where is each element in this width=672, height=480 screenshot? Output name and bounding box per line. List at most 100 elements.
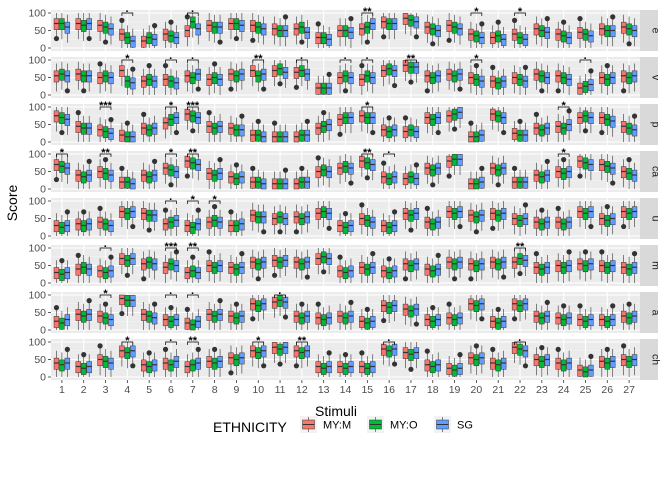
box-body bbox=[588, 206, 594, 219]
outlier-point bbox=[517, 270, 523, 277]
box bbox=[517, 169, 523, 189]
box-body bbox=[59, 68, 65, 81]
box bbox=[391, 342, 398, 367]
box-body bbox=[560, 122, 567, 135]
box bbox=[321, 25, 327, 48]
y-tick-label: 100 bbox=[28, 196, 46, 208]
box bbox=[315, 115, 321, 142]
outlier-point bbox=[468, 120, 474, 126]
box bbox=[500, 201, 507, 229]
box-body bbox=[473, 260, 480, 273]
box-body bbox=[250, 176, 256, 189]
box-body bbox=[184, 361, 191, 374]
box-body bbox=[124, 208, 131, 220]
box bbox=[228, 61, 234, 92]
x-axis-title: Stimuli bbox=[315, 403, 357, 419]
box-body bbox=[261, 298, 267, 311]
box-body bbox=[304, 176, 311, 189]
box bbox=[386, 342, 392, 367]
box bbox=[380, 213, 387, 236]
box-body bbox=[102, 356, 109, 368]
box-body bbox=[97, 354, 103, 367]
box bbox=[75, 252, 81, 283]
box bbox=[511, 249, 518, 278]
box bbox=[102, 211, 109, 236]
box bbox=[184, 14, 191, 47]
box bbox=[413, 60, 420, 83]
outlier-point bbox=[255, 118, 261, 124]
outlier-point bbox=[501, 129, 507, 136]
y-tick-label: 50 bbox=[34, 213, 46, 225]
significance-label: * bbox=[212, 194, 217, 206]
box bbox=[130, 66, 136, 95]
y-tick-label: 0 bbox=[40, 184, 46, 196]
box bbox=[348, 299, 354, 330]
legend-label: SG bbox=[457, 420, 473, 432]
box bbox=[255, 118, 261, 142]
box bbox=[588, 353, 594, 377]
box bbox=[560, 211, 567, 236]
box bbox=[626, 301, 632, 330]
box bbox=[490, 25, 496, 48]
x-tick-label: 5 bbox=[146, 384, 152, 396]
box bbox=[130, 295, 136, 316]
box-body bbox=[413, 258, 420, 271]
outlier-point bbox=[195, 346, 201, 352]
box bbox=[173, 249, 180, 282]
box-body bbox=[446, 155, 452, 168]
box bbox=[364, 107, 370, 134]
box bbox=[195, 154, 201, 181]
box-body bbox=[337, 25, 343, 38]
outlier-point bbox=[299, 165, 305, 171]
box bbox=[370, 251, 376, 283]
box bbox=[168, 305, 174, 330]
box bbox=[315, 301, 321, 330]
box-body bbox=[250, 345, 256, 358]
box bbox=[555, 305, 561, 330]
box bbox=[468, 171, 474, 190]
box bbox=[359, 350, 365, 377]
box bbox=[386, 295, 392, 323]
significance-label: *** bbox=[99, 100, 113, 112]
box-body bbox=[162, 28, 169, 41]
box-body bbox=[566, 260, 572, 273]
box-body bbox=[370, 316, 376, 328]
box bbox=[359, 202, 365, 235]
box-body bbox=[53, 220, 60, 233]
box bbox=[599, 249, 605, 282]
box-body bbox=[424, 314, 430, 327]
box-body bbox=[620, 166, 627, 179]
box bbox=[151, 251, 158, 280]
box bbox=[233, 256, 240, 283]
box-body bbox=[217, 356, 223, 368]
box-body bbox=[233, 220, 240, 233]
box bbox=[206, 249, 212, 282]
box-body bbox=[124, 347, 131, 360]
significance-bracket bbox=[186, 200, 199, 204]
box-body bbox=[337, 265, 343, 278]
box-body bbox=[81, 171, 87, 184]
box-body bbox=[522, 129, 529, 142]
box-body bbox=[500, 208, 507, 220]
box bbox=[370, 154, 376, 181]
box-body bbox=[151, 258, 158, 271]
box bbox=[468, 120, 474, 143]
box bbox=[162, 21, 169, 48]
outlier-point bbox=[53, 35, 60, 42]
box bbox=[446, 356, 452, 377]
box bbox=[206, 349, 212, 377]
box bbox=[59, 258, 65, 283]
facet-strip-label: ch bbox=[650, 354, 662, 365]
box bbox=[326, 350, 332, 377]
box-body bbox=[119, 65, 125, 78]
box-body bbox=[511, 28, 518, 41]
outlier-point bbox=[364, 175, 370, 181]
outlier-point bbox=[124, 272, 130, 278]
box-body bbox=[620, 310, 627, 323]
box bbox=[582, 74, 589, 95]
box-body bbox=[141, 258, 147, 271]
box bbox=[604, 346, 610, 377]
box-body bbox=[162, 357, 169, 370]
box-body bbox=[359, 361, 365, 374]
